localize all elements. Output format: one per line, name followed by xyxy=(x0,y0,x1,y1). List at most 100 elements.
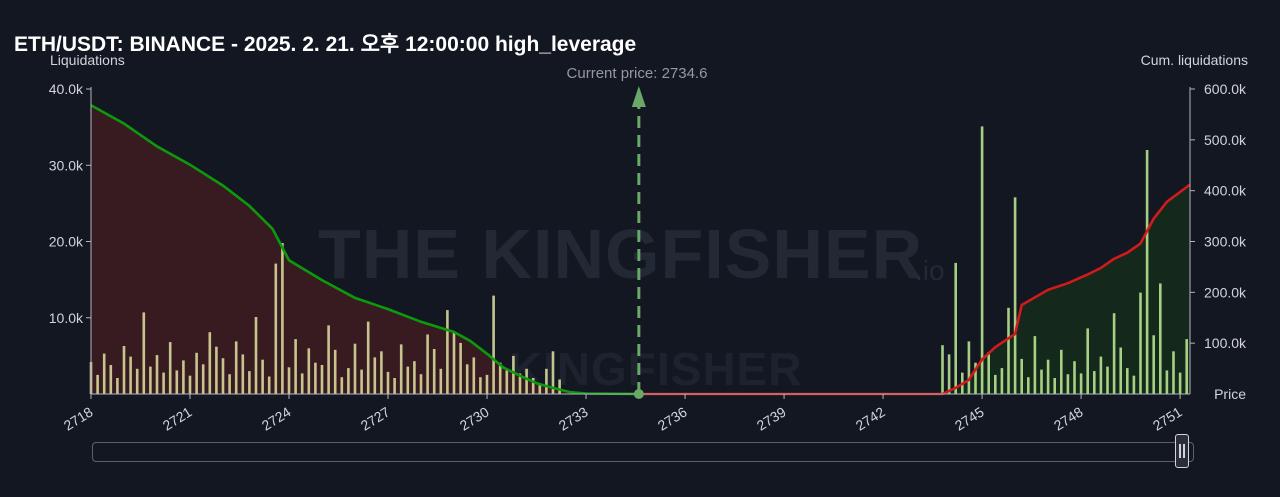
liquidation-bar xyxy=(188,375,192,394)
liquidation-bar xyxy=(1046,359,1050,394)
x-tick-label: 2721 xyxy=(160,403,195,433)
liquidation-bar xyxy=(109,365,113,394)
liquidation-bar xyxy=(261,359,264,394)
liquidation-bar xyxy=(1013,197,1017,394)
liquidation-bar xyxy=(1079,373,1083,394)
liquidation-bar xyxy=(974,362,977,394)
liquidation-bar xyxy=(195,352,198,394)
liquidation-bar xyxy=(459,342,462,394)
liquidation-bar xyxy=(182,360,185,394)
scrollbar-handle[interactable] xyxy=(1175,434,1189,468)
liquidation-bar xyxy=(96,374,99,394)
liquidation-bar xyxy=(479,377,482,394)
liquidation-bar xyxy=(987,352,990,394)
liquidation-bar xyxy=(1172,351,1175,394)
liquidation-bar xyxy=(1020,358,1023,394)
liquidation-bar xyxy=(518,373,522,394)
liquidation-bar xyxy=(465,364,469,394)
liquidation-bar xyxy=(531,378,535,394)
liquidation-bar xyxy=(208,332,212,394)
chart-title: ETH/USDT: BINANCE - 2025. 2. 21. 오후 12:0… xyxy=(14,33,637,56)
liquidation-bar xyxy=(1132,375,1136,394)
liquidation-bar xyxy=(102,353,106,394)
liquidation-bar xyxy=(1185,339,1188,394)
cum-area-below-price xyxy=(91,105,639,395)
liquidation-bar xyxy=(248,371,251,394)
range-scrollbar[interactable] xyxy=(92,434,1194,468)
liquidation-bar xyxy=(1106,366,1109,394)
liquidation-bar xyxy=(954,262,957,394)
liquidation-bar xyxy=(254,317,258,394)
y2-tick-label: 200.0k xyxy=(1204,284,1247,300)
liquidation-bar xyxy=(1178,372,1182,394)
x-tick-label: 2739 xyxy=(754,403,789,433)
liquidation-bar xyxy=(545,368,548,394)
liquidation-bar xyxy=(333,349,337,394)
liquidation-bar xyxy=(419,374,423,394)
liquidation-bar xyxy=(538,383,542,394)
liquidation-bar xyxy=(426,334,429,394)
liquidation-bar xyxy=(1027,377,1030,394)
liquidation-bar xyxy=(947,354,951,394)
liquidation-bar xyxy=(116,378,119,394)
liquidation-bar xyxy=(551,351,555,394)
x-tick-label: 2724 xyxy=(259,403,294,433)
liquidation-bar xyxy=(135,368,139,394)
liquidation-bar xyxy=(228,374,231,394)
liquidation-bar xyxy=(175,370,179,394)
liquidation-bar xyxy=(472,357,476,394)
liquidation-bar xyxy=(439,368,443,394)
liquidation-bar xyxy=(1060,349,1063,394)
liquidation-bar xyxy=(1073,361,1076,394)
x-tick-label: 2745 xyxy=(952,403,987,433)
x-tick-label: 2742 xyxy=(853,403,888,433)
y2-tick-label: 600.0k xyxy=(1204,81,1247,97)
liquidation-bar xyxy=(201,364,205,394)
liquidation-bar xyxy=(129,356,132,394)
liquidation-bar xyxy=(314,362,317,394)
liquidation-bar xyxy=(234,341,238,394)
liquidation-bar xyxy=(452,331,456,394)
liquidation-bar xyxy=(1145,150,1149,394)
current-price-label: Current price: 2734.6 xyxy=(567,65,708,82)
liquidation-bar xyxy=(446,310,449,394)
x-tick-label: 2733 xyxy=(556,403,591,433)
liquidation-bar xyxy=(1093,371,1096,394)
liquidation-bar xyxy=(122,346,126,394)
right-axis-title: Cum. liquidations xyxy=(1140,52,1248,68)
liquidation-bar xyxy=(1165,370,1169,394)
liquidation-bar xyxy=(149,366,152,394)
liquidation-bar xyxy=(492,295,495,394)
liquidation-bar xyxy=(1000,368,1004,394)
liquidation-bar xyxy=(327,325,330,394)
liquidation-bar xyxy=(373,357,377,394)
liquidation-bar xyxy=(162,372,165,394)
liquidation-bar xyxy=(1112,313,1116,394)
liquidation-bar xyxy=(294,339,297,394)
liquidation-bar xyxy=(215,346,218,394)
liquidation-bar xyxy=(366,321,370,394)
liquidation-bar xyxy=(980,126,984,395)
liquidation-bar xyxy=(941,345,944,394)
liquidation-bar xyxy=(485,374,489,394)
liquidation-bar xyxy=(558,379,561,394)
liquidation-bar xyxy=(1099,356,1103,394)
liquidation-bar xyxy=(1040,369,1043,394)
y-tick-label: 10.0k xyxy=(49,310,84,326)
left-axis-title: Liquidations xyxy=(50,52,125,68)
x-tick-label: 2736 xyxy=(655,403,690,433)
liquidation-bar xyxy=(1086,328,1089,394)
liquidation-bar xyxy=(307,348,311,395)
liquidation-bar xyxy=(994,374,997,394)
liquidation-bar xyxy=(168,342,172,394)
y-tick-label: 30.0k xyxy=(49,157,84,173)
liquidation-bar xyxy=(353,343,357,394)
watermark-suffix: .io xyxy=(915,255,945,286)
y2-tick-label: 400.0k xyxy=(1204,183,1247,199)
liquidation-bar xyxy=(241,354,245,394)
liquidation-bar xyxy=(386,371,390,394)
liquidation-bar xyxy=(360,369,363,394)
liquidation-bar xyxy=(142,312,146,394)
liquidation-bar xyxy=(267,376,271,394)
